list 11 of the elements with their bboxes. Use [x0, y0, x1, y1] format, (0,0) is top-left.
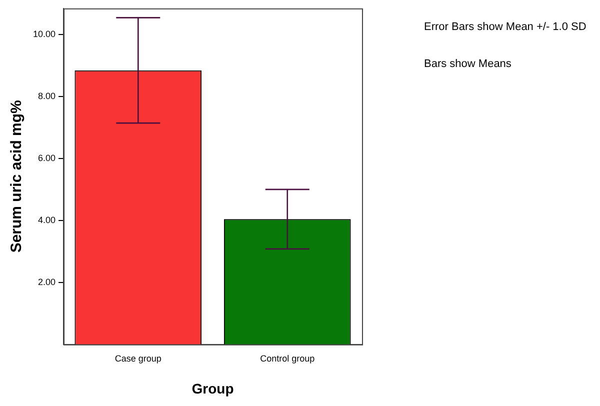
y-tick-label: 2.00	[38, 276, 56, 287]
x-tick-label: Case group	[114, 353, 162, 364]
x-axis-title: Group	[192, 380, 234, 396]
x-tick-label: Control group	[260, 353, 315, 364]
y-axis-title: Serum uric acid mg%	[8, 100, 26, 253]
y-tick-label: 10.00	[32, 28, 56, 39]
text: Bars show Means	[424, 58, 512, 70]
y-tick-label: 4.00	[38, 214, 56, 225]
text: Error Bars show Mean +/- 1.0 SD	[424, 21, 586, 34]
y-tick-label: 6.00	[38, 152, 56, 163]
y-tick-label: 8.00	[38, 90, 56, 101]
